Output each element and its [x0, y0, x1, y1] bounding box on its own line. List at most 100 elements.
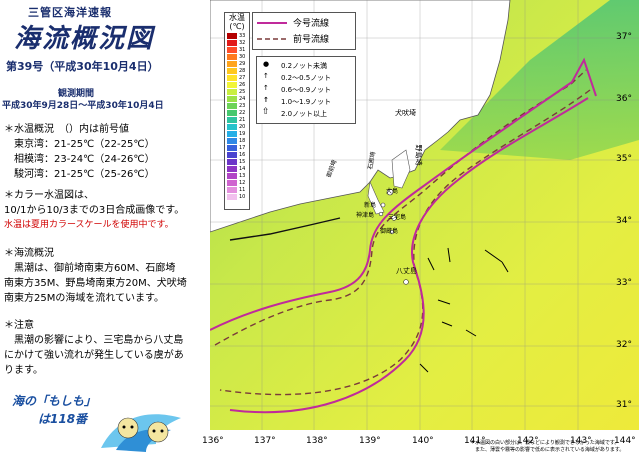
obs-range: 平成30年9月28日～平成30年10月4日	[2, 101, 164, 111]
legend-swatch	[227, 103, 237, 109]
color-note-section: ＊カラー水温図は、 10/1から10/3までの3日合成画像です。 水温は夏用カラ…	[4, 188, 184, 233]
temp-row-sagami: 相模湾：23-24℃（24-26℃）	[14, 154, 155, 165]
legend-value: 16	[239, 152, 246, 158]
legend-value: 24	[239, 96, 246, 102]
legend-swatch	[227, 194, 237, 200]
label-niijima: 新島	[364, 202, 377, 209]
legend-value: 26	[239, 82, 246, 88]
island-hachijo	[403, 279, 409, 285]
label-mikura: 御蔵島	[380, 228, 399, 235]
legend-value: 31	[239, 47, 246, 53]
line-legend-current: 今号流線	[293, 19, 330, 29]
boso-peninsula	[391, 149, 411, 189]
temp-row-suruga: 駿河湾：21-25℃（25-26℃）	[14, 169, 155, 180]
map-note: ＊水温図の白い部分は、雲などにより観測できなかった海域です。 また、薄雲や霧等の…	[470, 440, 624, 454]
lat-label-32: 32°	[616, 340, 632, 350]
island-mikura	[389, 229, 395, 235]
legend-swatch	[227, 138, 237, 144]
legend-swatch	[227, 124, 237, 130]
caution-section: ＊注意 黒潮の影響により、三宅島から八丈島 にかけて強い流れが発生している虞があ…	[4, 318, 184, 378]
legend-swatch	[227, 159, 237, 165]
legend-value: 29	[239, 61, 246, 67]
legend-swatch	[227, 68, 237, 74]
lon-label-141: 141°	[464, 436, 486, 446]
caution-line-2: にかけて強い流れが発生している虞があ	[4, 350, 184, 361]
speed-dot-icon: ●	[263, 60, 270, 68]
legend-swatch	[227, 166, 237, 172]
current-line-swatch	[257, 22, 287, 24]
caution-heading: ＊注意	[4, 320, 34, 331]
lon-label-137: 137°	[254, 436, 276, 446]
cold-water	[440, 0, 639, 160]
map-footer	[210, 430, 639, 468]
legend-swatch	[227, 117, 237, 123]
speed-legend-0: 0.2ノット未満	[281, 62, 327, 70]
lat-label-37: 37°	[616, 32, 632, 42]
legend-value: 12	[239, 180, 246, 186]
speed-legend-1: 0.2～0.5ノット	[281, 74, 332, 82]
legend-swatch	[227, 145, 237, 151]
speed-legend-4: 2.0ノット以上	[281, 110, 327, 118]
lon-label-140: 140°	[412, 436, 434, 446]
lat-label-35: 35°	[616, 154, 632, 164]
caution-line-1: 黒潮の影響により、三宅島から八丈島	[14, 335, 184, 346]
lon-label-136: 136°	[202, 436, 224, 446]
legend-value: 32	[239, 40, 246, 46]
lon-label-143: 143°	[570, 436, 592, 446]
org-name: 三管区海洋速報	[28, 6, 112, 19]
label-hachijo: 八丈島	[396, 267, 417, 275]
caution-line-3: ります。	[4, 365, 43, 376]
island-kozu	[378, 211, 384, 217]
island-miyake	[391, 215, 397, 221]
legend-value: 27	[239, 75, 246, 81]
lon-label-139: 139°	[359, 436, 381, 446]
speed-arrow-medium-icon: ↑	[263, 84, 269, 92]
temp-row-tokyo: 東京湾：21-25℃（22-25℃）	[14, 139, 155, 150]
legend-swatch	[227, 187, 237, 193]
current-line-3: 南東方25Mの海域を流れています。	[4, 293, 165, 304]
legend-swatch	[227, 75, 237, 81]
previous-current-line	[214, 69, 591, 396]
color-note-red: 水温は夏用カラースケールを使用中です。	[4, 220, 174, 230]
lon-label-144: 144°	[614, 436, 636, 446]
legend-unit: (℃)	[229, 22, 245, 31]
legend-value: 15	[239, 159, 246, 165]
legend-value: 28	[239, 68, 246, 74]
banner-118: 海の「もしも」 は118番	[6, 388, 206, 458]
label-oshima: 大島	[386, 188, 399, 195]
current-section: ＊海流概況 黒潮は、御前埼南東方60M、石廊埼 南東方35M、野島埼南東方20M…	[4, 246, 187, 306]
lat-label-31: 31°	[616, 400, 632, 410]
speed-arrow-hollow-icon: ⇧	[262, 107, 270, 117]
legend-value: 14	[239, 166, 246, 172]
speed-legend-3: 1.0～1.9ノット	[281, 98, 332, 106]
legend-value: 22	[239, 110, 246, 116]
temp-section: ＊水温概況 （）内は前号値 東京湾：21-25℃（22-25℃） 相模湾：23-…	[4, 122, 155, 182]
color-note-heading: ＊カラー水温図は、	[4, 190, 94, 201]
legend-swatch	[227, 61, 237, 67]
color-note-line: 10/1から10/3までの3日合成画像です。	[4, 205, 185, 216]
lon-label-142: 142°	[517, 436, 539, 446]
island-niijima	[380, 202, 386, 208]
legend-value: 23	[239, 103, 246, 109]
mascot-wave-icon	[101, 414, 181, 452]
coastal-line	[229, 217, 341, 241]
speed-arrow-large-icon: ↑	[263, 96, 269, 104]
current-arrows	[419, 247, 509, 373]
current-line-1: 黒潮は、御前埼南東方60M、石廊埼	[14, 263, 176, 274]
banner-line-1: 海の「もしも」	[12, 394, 97, 408]
legend-swatch	[227, 89, 237, 95]
map-note-line-1: ＊水温図の白い部分は、雲などにより観測できなかった海域です。	[470, 440, 620, 446]
label-miyake: 三宅島	[388, 214, 407, 221]
current-line-2: 南東方35M、野島埼南東方20M、犬吠埼	[4, 278, 187, 289]
line-legend-previous: 前号流線	[293, 35, 330, 45]
current-heading: ＊海流概況	[4, 248, 54, 259]
banner-line-2: は118番	[38, 412, 88, 426]
obs-heading: 観測期間	[58, 89, 95, 99]
map-note-line-2: また、薄雲や霧等の影響で低めに表示されている海域があります。	[470, 447, 625, 453]
info-panel: 三管区海洋速報 海流概況図 第39号（平成30年10月4日） 観測期間 平成30…	[0, 0, 210, 468]
legend-value: 30	[239, 54, 246, 60]
legend-value: 11	[239, 187, 246, 193]
legend-swatch	[227, 96, 237, 102]
legend-swatch	[227, 82, 237, 88]
legend-swatch	[227, 40, 237, 46]
